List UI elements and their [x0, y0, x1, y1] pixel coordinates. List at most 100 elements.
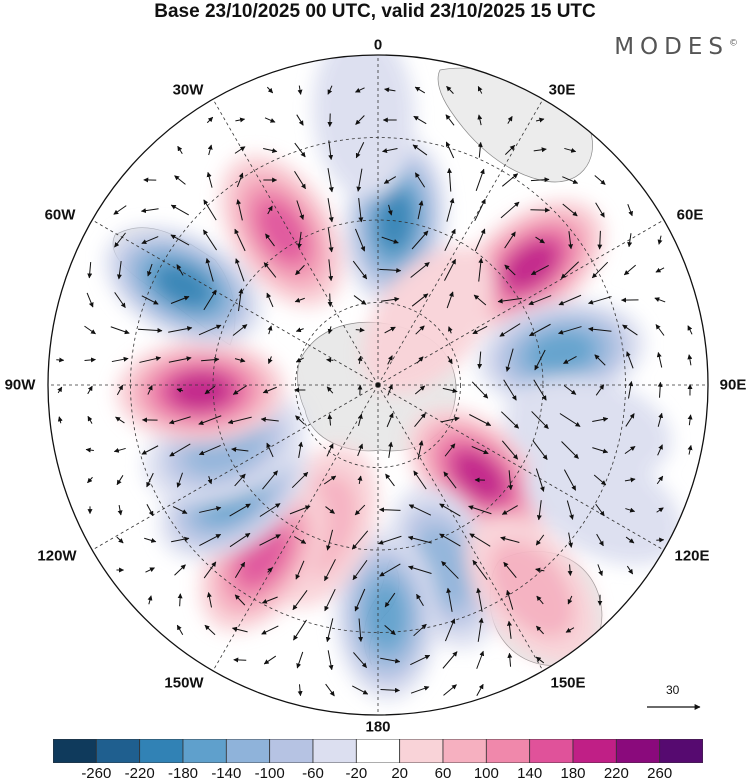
- wind-vector: [592, 416, 609, 422]
- wind-vector: [417, 440, 424, 460]
- wind-vector: [623, 264, 637, 276]
- wind-vector: [296, 200, 305, 220]
- wind-vector: [472, 325, 488, 335]
- wind-vectors: [56, 85, 693, 697]
- wind-vector: [355, 87, 365, 93]
- wind-vector: [444, 618, 456, 642]
- wind-vector: [410, 654, 431, 666]
- wind-vector: [657, 412, 664, 427]
- latitude-circle: [295, 302, 461, 468]
- wind-vector: [229, 532, 251, 548]
- colorbar-segment: [615, 739, 661, 763]
- wind-vector: [177, 145, 183, 154]
- wind-vector: [235, 117, 246, 123]
- wind-vector: [448, 326, 453, 334]
- wind-vector: [413, 470, 427, 490]
- wind-vector: [627, 381, 634, 399]
- wind-vector: [380, 296, 400, 302]
- wind-vector: [232, 324, 248, 336]
- wind-vector: [565, 627, 575, 633]
- wind-vector: [297, 85, 303, 95]
- wind-vector: [353, 652, 367, 668]
- colorbar-segment: [485, 739, 531, 763]
- wind-vector: [536, 595, 544, 605]
- wind-vector: [236, 199, 243, 221]
- wind-vector: [207, 144, 213, 156]
- wind-vector: [471, 381, 489, 399]
- wind-vector: [561, 441, 579, 459]
- wind-vector: [289, 505, 311, 515]
- wind-vector: [657, 235, 663, 245]
- meridian-line: [212, 99, 379, 386]
- wind-vector: [416, 356, 424, 364]
- wind-vector: [410, 262, 430, 278]
- wind-vector: [559, 413, 581, 427]
- wind-vector: [386, 412, 394, 428]
- wind-vector: [504, 264, 516, 276]
- wind-vector: [116, 475, 124, 486]
- wind-vector: [295, 327, 304, 333]
- wind-vector: [327, 198, 334, 223]
- wind-vector: [201, 357, 220, 363]
- wind-vector: [597, 564, 603, 577]
- wind-vector: [414, 412, 426, 427]
- wind-vector: [414, 86, 426, 94]
- wind-vector: [354, 588, 366, 612]
- wind-vector: [141, 445, 159, 455]
- wind-vector: [442, 387, 458, 394]
- wind-vector: [57, 386, 63, 394]
- wind-vector: [87, 415, 93, 424]
- wind-vector: [352, 559, 368, 581]
- wind-vector: [563, 469, 577, 491]
- wind-vector: [356, 168, 363, 192]
- wind-vector: [413, 115, 427, 125]
- wind-vector: [85, 447, 94, 453]
- wind-vector: [597, 230, 603, 250]
- wind-vector: [443, 684, 457, 696]
- meridian-line: [377, 99, 544, 386]
- wind-vector: [206, 171, 213, 188]
- wind-vector: [146, 472, 154, 488]
- wind-vector: [385, 473, 395, 487]
- wind-vector: [263, 262, 277, 278]
- wind-vector: [357, 413, 363, 427]
- wind-vector: [507, 470, 513, 491]
- wind-vector: [595, 202, 605, 218]
- wind-vector: [384, 87, 396, 93]
- wind-vector: [326, 357, 334, 363]
- colorbar-segment: [442, 739, 487, 763]
- wind-vector: [657, 381, 663, 398]
- wind-vector: [387, 204, 393, 216]
- wind-vector: [198, 324, 222, 336]
- wind-vector: [530, 177, 550, 183]
- wind-vector: [172, 506, 188, 514]
- wind-vector: [199, 506, 222, 513]
- wind-vector: [416, 593, 424, 606]
- wind-vector: [204, 385, 216, 395]
- wind-vector: [176, 264, 184, 276]
- wind-vector: [535, 567, 545, 573]
- wind-vector: [267, 567, 273, 573]
- colorbar-tick-label: -260: [81, 765, 112, 782]
- wind-vector: [592, 447, 609, 454]
- anomaly-contour: [170, 372, 232, 410]
- wind-vector: [411, 230, 429, 250]
- meridian-line: [92, 219, 379, 386]
- wind-vector: [593, 474, 607, 486]
- wind-vector: [355, 327, 365, 333]
- wind-vector: [445, 114, 455, 126]
- wind-vector: [387, 384, 393, 396]
- wind-vector: [475, 168, 485, 191]
- wind-vector: [355, 142, 365, 159]
- wind-vector: [411, 293, 429, 307]
- anomaly-contour: [525, 444, 683, 566]
- wind-vector: [358, 198, 364, 223]
- wind-vector: [568, 532, 574, 548]
- wind-vector: [296, 114, 304, 126]
- colorbar-tick-label: -100: [254, 765, 285, 782]
- wind-vector: [627, 233, 633, 248]
- wind-vector: [594, 175, 606, 185]
- wind-vector: [439, 503, 461, 517]
- anomaly-contour: [526, 331, 596, 375]
